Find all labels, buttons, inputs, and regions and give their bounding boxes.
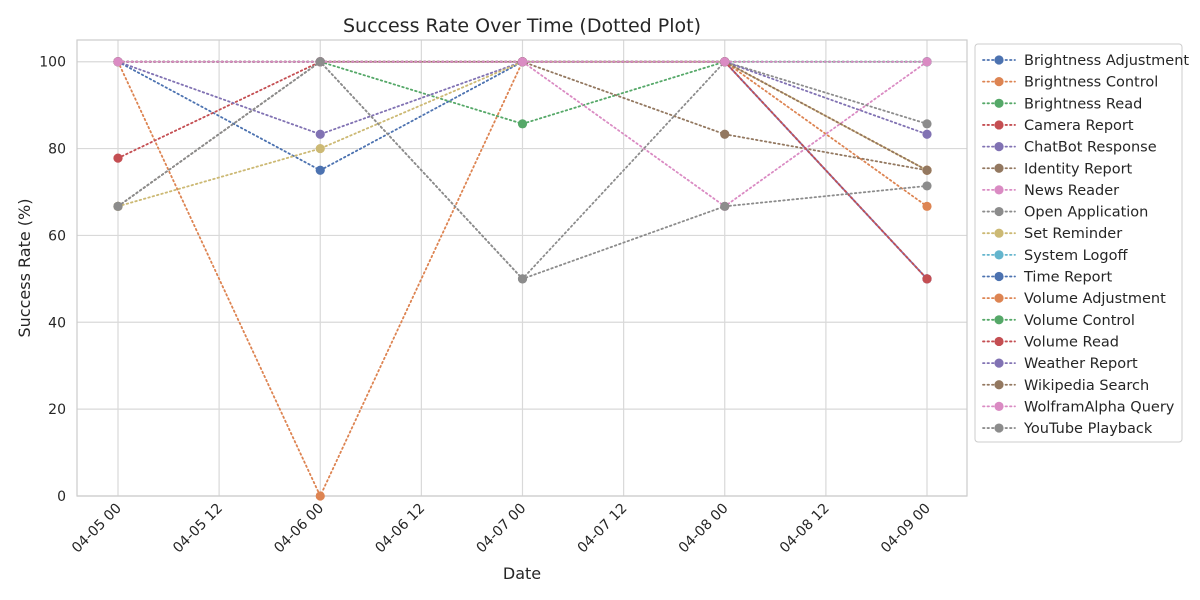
data-point [315, 143, 325, 154]
legend-marker [994, 250, 1004, 260]
data-point [720, 201, 730, 211]
legend-entry: Volume Read [1024, 334, 1119, 350]
legend-entry: System Logoff [1024, 248, 1128, 264]
data-point [315, 165, 325, 175]
data-point [315, 491, 325, 501]
legend-marker [994, 380, 1004, 390]
data-point [922, 201, 932, 211]
data-point [922, 119, 932, 129]
legend-marker [994, 315, 1004, 325]
data-point [315, 57, 325, 67]
x-axis-label: Date [503, 564, 541, 583]
y-axis-label: Success Rate (%) [15, 199, 34, 338]
legend-entry: Open Application [1024, 205, 1148, 221]
y-tick-label: 40 [48, 315, 66, 331]
data-point [922, 181, 932, 191]
y-tick-label: 100 [39, 55, 66, 71]
data-point [113, 153, 123, 163]
legend-entry: Volume Adjustment [1024, 291, 1166, 307]
legend-entry: Weather Report [1024, 356, 1138, 372]
data-point [720, 129, 730, 139]
data-point [922, 165, 932, 175]
legend-entry: News Reader [1024, 183, 1119, 199]
data-point [517, 119, 528, 129]
legend-entry: Identity Report [1024, 161, 1133, 177]
legend-entry: Brightness Control [1024, 75, 1158, 91]
y-tick-label: 80 [48, 142, 66, 158]
series-line [117, 60, 928, 208]
legend-marker [994, 271, 1004, 282]
legend-entry: Wikipedia Search [1024, 378, 1149, 394]
y-tick-label: 60 [48, 228, 66, 244]
series-layer [113, 57, 932, 501]
legend-marker [994, 336, 1004, 347]
y-tick-label: 20 [48, 402, 66, 418]
data-point [113, 201, 123, 211]
legend-entry: YouTube Playback [1023, 421, 1153, 437]
legend-marker [994, 98, 1004, 108]
data-point [315, 129, 325, 139]
data-point [922, 129, 932, 139]
data-point [113, 57, 123, 67]
legend-marker [994, 293, 1004, 303]
data-point [922, 274, 932, 284]
legend-entry: Volume Control [1024, 313, 1135, 329]
legend: Brightness Adjustment Brightness Control B… [974, 43, 1189, 443]
legend-marker [994, 206, 1004, 217]
legend-marker [994, 423, 1004, 433]
legend-marker [994, 55, 1004, 65]
legend-marker [994, 142, 1004, 152]
legend-marker [994, 358, 1004, 368]
data-point [517, 57, 528, 67]
legend-entry: WolframAlpha Query [1024, 399, 1175, 415]
legend-marker [994, 228, 1004, 238]
legend-entry: Camera Report [1024, 118, 1134, 134]
legend-marker [994, 77, 1004, 87]
data-point [517, 274, 528, 284]
legend-marker [994, 120, 1004, 130]
y-tick-label: 0 [57, 489, 66, 505]
plot-frame [76, 39, 968, 497]
data-point [922, 57, 932, 67]
legend-entry: ChatBot Response [1024, 140, 1157, 156]
y-tick-labels: 0 20 40 60 80 100 [39, 55, 66, 505]
legend-entry: Time Report [1023, 270, 1112, 286]
series-line [117, 60, 928, 280]
legend-box [974, 43, 1183, 443]
data-point [720, 57, 730, 67]
legend-entry: Brightness Read [1024, 96, 1142, 112]
series-youtube-playback [113, 57, 932, 284]
legend-marker [994, 163, 1004, 173]
legend-marker [994, 185, 1004, 195]
chart-title: Success Rate Over Time (Dotted Plot) [343, 15, 701, 37]
legend-marker [994, 401, 1004, 411]
legend-entry: Brightness Adjustment [1024, 53, 1189, 69]
legend-entry: Set Reminder [1024, 226, 1122, 242]
